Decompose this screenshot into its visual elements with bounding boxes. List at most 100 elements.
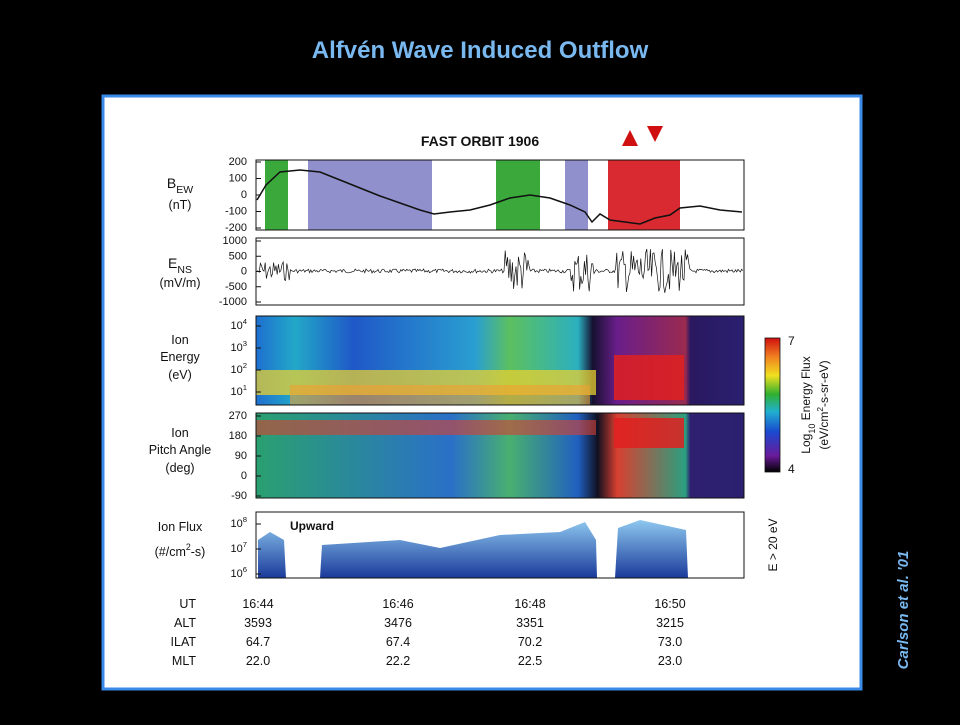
down-arrow [647,126,663,142]
figure-text: BEW(nT)2001000-100-200ENS(mV/m)10005000-… [149,156,831,668]
table-cell: 22.0 [246,654,270,668]
tick-label-part: 0 [241,265,247,277]
panel-label-part: Ion Flux [158,520,203,534]
tick-label: -90 [231,490,247,502]
tick-label-part: 6 [243,565,247,574]
panel-label-part: E [168,255,177,271]
tick-label: 103 [230,339,247,354]
energy-spectrogram [256,316,744,405]
panel-label-part: (nT) [169,198,192,212]
tick-label-part: -90 [231,490,247,502]
tick-label-part: 200 [229,156,247,168]
tick-label-part: 10 [230,568,242,580]
panel-label: Ion [171,426,188,440]
tick-label-part: 1000 [223,235,247,247]
ens-trace [257,248,744,293]
panel-label-part: Pitch Angle [149,443,212,457]
table-cell: 16:48 [514,597,545,611]
panel-label-part: -s) [191,545,206,559]
figure-title: FAST ORBIT 1906 [421,133,539,149]
table-cell: 16:50 [654,597,685,611]
pitch-spectrogram [256,413,744,498]
tick-label: 100 [229,172,247,184]
table-cell: 73.0 [658,635,682,649]
tick-label-part: 4 [243,317,248,326]
panel-label: (eV) [168,368,192,382]
tick-label-part: 500 [229,250,247,262]
panel-label-part: (eV) [168,368,192,382]
tick-label: 90 [235,450,247,462]
colorbar-label-part: (eV/cm [817,412,831,450]
colorbar-label-part: Energy Flux [799,356,813,423]
tick-label: -100 [225,205,247,217]
tick-label: -1000 [219,296,247,308]
table-cell: 70.2 [518,635,542,649]
panel-label-part: Energy [160,350,200,364]
panel-label: (mV/m) [160,276,201,290]
tick-label-part: 10 [230,386,242,398]
tick-label: 200 [229,156,247,168]
panel-label-part: Ion [171,426,188,440]
colorbar-max: 7 [788,334,795,348]
table-cell: 3215 [656,616,684,630]
tick-label-part: -1000 [219,296,247,308]
tick-label-part: 0 [241,189,247,201]
tick-label: 0 [241,189,247,201]
table-cell: 3351 [516,616,544,630]
band [308,160,432,230]
tick-label: 104 [230,317,247,332]
colorbar-label-part: -s-sr-eV) [817,360,831,407]
panel-label-part: (deg) [165,461,194,475]
tick-label: 102 [230,361,247,376]
table-cell: 3476 [384,616,412,630]
tick-label-part: 1 [243,383,247,392]
table-cell: 22.5 [518,654,542,668]
tick-label-part: 100 [229,172,247,184]
band [265,160,288,230]
tick-label-part: 180 [229,430,247,442]
tick-label-part: 10 [230,543,242,555]
tick-label-part: 270 [229,410,247,422]
tick-label: 101 [230,383,247,398]
colorbar-min: 4 [788,462,795,476]
table-cell: 16:46 [382,597,413,611]
tick-label-part: 90 [235,450,247,462]
colorbar-label: Log10 Energy Flux [799,356,817,453]
flux-note: E > 20 eV [766,518,780,571]
tick-label-part: 10 [230,364,242,376]
table-cell: 16:44 [242,597,273,611]
tick-label: -500 [225,281,247,293]
bew-trace [256,169,743,225]
tick-label: 180 [229,430,247,442]
tick-label-part: 10 [230,342,242,354]
panel-frame [255,511,745,579]
tick-label: 500 [229,250,247,262]
tick-label-part: 10 [230,518,242,530]
tick-label: 108 [230,515,247,530]
panel-label: Energy [160,350,200,364]
panel-label: Ion Flux [158,520,203,534]
tick-label-part: 3 [243,339,247,348]
tick-label-part: 0 [241,470,247,482]
panel-frame [255,315,745,406]
table-cell: 67.4 [386,635,410,649]
tick-label-part: -200 [225,222,247,234]
panel-label: (deg) [165,461,194,475]
panel-label: (#/cm2-s) [155,542,206,559]
tick-label: 1000 [223,235,247,247]
tick-label: 270 [229,410,247,422]
tick-label-part: 2 [243,361,247,370]
band [608,160,680,230]
colorbar-label-part: Log [799,434,813,454]
tick-label-part: 7 [243,540,247,549]
table-cell: 64.7 [246,635,270,649]
tick-label: 106 [230,565,247,580]
credit: Carlson et al. '01 [895,551,912,670]
colorbar-label: (eV/cm2-s-sr-eV) [815,360,831,449]
panel-label-part: Ion [171,333,188,347]
tick-label-part: -500 [225,281,247,293]
slide-title: Alfvén Wave Induced Outflow [312,37,649,64]
panel-label-part: B [167,175,176,191]
